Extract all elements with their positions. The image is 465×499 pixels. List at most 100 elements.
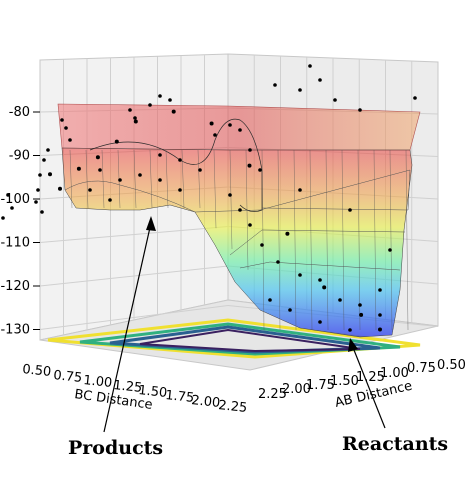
sample-point bbox=[308, 64, 312, 68]
x-tick-label: 1.00 bbox=[83, 373, 113, 391]
surface-band-blue bbox=[239, 261, 401, 271]
sample-point bbox=[158, 153, 162, 157]
sample-point bbox=[118, 178, 122, 182]
sample-point bbox=[273, 83, 277, 87]
sample-point bbox=[228, 123, 232, 127]
x-tick-label: 2.00 bbox=[191, 393, 221, 411]
y-tick-label: 0.75 bbox=[407, 361, 436, 376]
sample-point bbox=[168, 98, 172, 102]
sample-point bbox=[338, 298, 342, 302]
mesh-line bbox=[229, 149, 233, 250]
mesh-line bbox=[213, 149, 217, 229]
sample-point bbox=[228, 193, 232, 197]
mesh-line bbox=[389, 149, 393, 331]
sample-point bbox=[268, 298, 272, 302]
sample-point bbox=[158, 94, 162, 98]
sample-point bbox=[298, 273, 302, 277]
sample-point bbox=[6, 193, 10, 197]
sample-point bbox=[248, 223, 252, 227]
contour-outer bbox=[47, 318, 421, 359]
sample-point bbox=[378, 327, 382, 332]
sample-point bbox=[238, 208, 242, 212]
z-axis-ticks: -80 -90 -100 -110 -120 -130 bbox=[0, 105, 40, 338]
surface-band-yellow bbox=[64, 169, 411, 213]
mesh-line bbox=[197, 149, 201, 209]
x-tick-label: 1.50 bbox=[138, 383, 168, 401]
sample-point bbox=[148, 103, 152, 107]
mesh-line bbox=[101, 149, 105, 209]
mesh-line bbox=[373, 149, 377, 331]
x-tick-label: 2.25 bbox=[218, 398, 248, 416]
sample-point bbox=[40, 210, 44, 214]
products-label: Products bbox=[68, 437, 163, 459]
sample-point bbox=[42, 158, 46, 162]
sample-point bbox=[359, 312, 364, 317]
sample-point bbox=[413, 96, 417, 100]
reactants-arrow bbox=[351, 344, 386, 429]
mesh-line bbox=[309, 149, 313, 331]
sample-point bbox=[158, 178, 162, 182]
sample-point bbox=[358, 303, 362, 307]
sample-point bbox=[128, 108, 132, 112]
sample-point bbox=[298, 88, 302, 92]
annotation-reactants: Reactants bbox=[342, 338, 448, 455]
contour-core bbox=[139, 328, 361, 353]
mesh-line bbox=[69, 149, 73, 209]
sample-point bbox=[209, 121, 214, 126]
sample-point bbox=[114, 139, 119, 144]
floor-contours bbox=[47, 318, 421, 359]
sample-point bbox=[276, 260, 280, 264]
sample-point bbox=[36, 188, 40, 192]
sample-point bbox=[64, 126, 68, 130]
products-arrowhead bbox=[146, 216, 156, 231]
y-axis-ticks: 0.500.751.001.251.501.752.002.25 bbox=[258, 358, 465, 402]
z-tick-label: -90 bbox=[9, 149, 30, 164]
sample-point bbox=[348, 328, 352, 332]
sample-point bbox=[58, 186, 62, 191]
mesh-line bbox=[133, 149, 137, 209]
y-tick-label: 1.00 bbox=[380, 366, 409, 381]
sample-point bbox=[322, 285, 327, 290]
sample-point bbox=[48, 172, 52, 177]
y-tick-label: 1.25 bbox=[356, 370, 385, 385]
x-tick-label: 1.75 bbox=[165, 388, 195, 406]
mesh-line bbox=[325, 149, 329, 331]
reactants-arrowhead bbox=[348, 338, 358, 352]
sample-point bbox=[178, 158, 182, 162]
products-arrow bbox=[103, 222, 152, 433]
mesh-line bbox=[165, 149, 169, 209]
mesh-line bbox=[85, 149, 89, 209]
y-tick-label: 0.50 bbox=[437, 358, 465, 373]
mesh-line bbox=[181, 149, 185, 209]
y-tick-label: 1.75 bbox=[306, 378, 335, 393]
x-tick-label: 1.25 bbox=[113, 378, 143, 396]
sample-point bbox=[76, 166, 81, 171]
sample-point bbox=[333, 98, 337, 102]
sample-point bbox=[378, 313, 382, 317]
sample-point bbox=[108, 198, 112, 202]
sample-point bbox=[1, 216, 5, 220]
sample-point bbox=[318, 78, 322, 82]
x-tick-label: 0.50 bbox=[22, 362, 52, 380]
mesh-line bbox=[405, 149, 409, 331]
surface-mesh bbox=[69, 149, 409, 331]
y-tick-label: 2.00 bbox=[282, 382, 311, 397]
y-tick-label: 2.25 bbox=[258, 387, 287, 402]
sample-point bbox=[298, 188, 302, 192]
z-tick-label: -100 bbox=[0, 192, 30, 207]
sample-point bbox=[133, 116, 137, 120]
x-axis-ticks: 0.50 0.75 1.00 1.251.501.752.002.25 bbox=[22, 362, 248, 416]
surface-band-cyan bbox=[229, 229, 406, 256]
sample-point bbox=[10, 206, 14, 210]
sample-point bbox=[178, 188, 182, 192]
sample-point bbox=[133, 119, 138, 124]
sample-point bbox=[248, 148, 252, 152]
z-tick-label: -130 bbox=[0, 323, 30, 338]
z-tick-label: -120 bbox=[0, 279, 30, 294]
sample-point bbox=[138, 173, 142, 177]
surface-main bbox=[61, 147, 413, 338]
contour-mid bbox=[79, 322, 401, 356]
mesh-line bbox=[245, 149, 249, 270]
sample-point bbox=[213, 133, 217, 137]
